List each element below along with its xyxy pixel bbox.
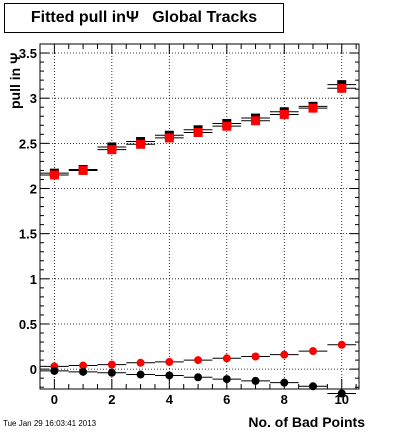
- data-point: [78, 165, 88, 175]
- y-tick-label: 0.5: [19, 317, 37, 332]
- x-axis-label: No. of Bad Points: [248, 414, 365, 430]
- chart-title: Fitted pull inΨ Global Tracks: [4, 3, 284, 33]
- x-tick-label: 10: [335, 392, 349, 407]
- x-tick-label: 6: [223, 392, 230, 407]
- y-tick-label: 3.5: [19, 46, 37, 61]
- data-point: [222, 354, 231, 363]
- data-point: [280, 350, 289, 359]
- data-series: [40, 83, 357, 180]
- axis-ticks: [39, 43, 359, 389]
- data-point: [337, 389, 346, 398]
- x-tick-label: 8: [281, 392, 288, 407]
- data-point: [107, 145, 117, 155]
- data-point: [193, 128, 203, 138]
- y-tick-label: 0: [30, 362, 37, 377]
- data-point: [165, 357, 174, 366]
- data-point: [309, 382, 318, 391]
- data-series: [40, 340, 357, 371]
- data-point: [279, 109, 289, 119]
- y-tick-label: 2: [30, 182, 37, 197]
- data-point: [194, 356, 203, 365]
- data-point: [107, 368, 116, 377]
- x-tick-label: 0: [51, 392, 58, 407]
- data-point: [337, 340, 346, 349]
- x-tick-label: 2: [108, 392, 115, 407]
- y-tick-label: 2.5: [19, 136, 37, 151]
- data-point: [309, 347, 318, 356]
- x-tick-label: 4: [166, 392, 174, 407]
- data-point: [50, 366, 59, 375]
- data-point: [251, 376, 260, 385]
- y-axis-label: pull in Ψ: [7, 53, 23, 109]
- data-point: [251, 352, 260, 361]
- tick-labels: 0 2 4 6 8 10 0 0.5 1 1.5 2 2.5 3 3.5: [19, 46, 349, 407]
- data-point: [136, 370, 145, 379]
- y-tick-label: 3: [30, 91, 37, 106]
- y-tick-label: 1: [30, 272, 37, 287]
- data-point: [79, 367, 88, 376]
- y-tick-label: 1.5: [19, 227, 37, 242]
- data-point: [107, 360, 116, 369]
- grid-lines: [40, 44, 359, 389]
- data-point: [222, 121, 232, 131]
- data-point: [337, 83, 347, 93]
- data-point: [251, 116, 261, 126]
- data-point: [164, 133, 174, 143]
- data-points: [40, 80, 357, 398]
- data-point: [136, 139, 146, 149]
- data-point: [308, 103, 318, 113]
- data-point: [165, 371, 174, 380]
- data-point: [136, 358, 145, 367]
- data-point: [79, 361, 88, 370]
- data-series: [40, 366, 357, 398]
- data-point: [49, 170, 59, 180]
- timestamp: Tue Jan 29 16:03:41 2013: [3, 419, 97, 428]
- data-point: [280, 378, 289, 387]
- data-point: [222, 375, 231, 384]
- data-point: [194, 373, 203, 382]
- plot-frame: [39, 43, 360, 390]
